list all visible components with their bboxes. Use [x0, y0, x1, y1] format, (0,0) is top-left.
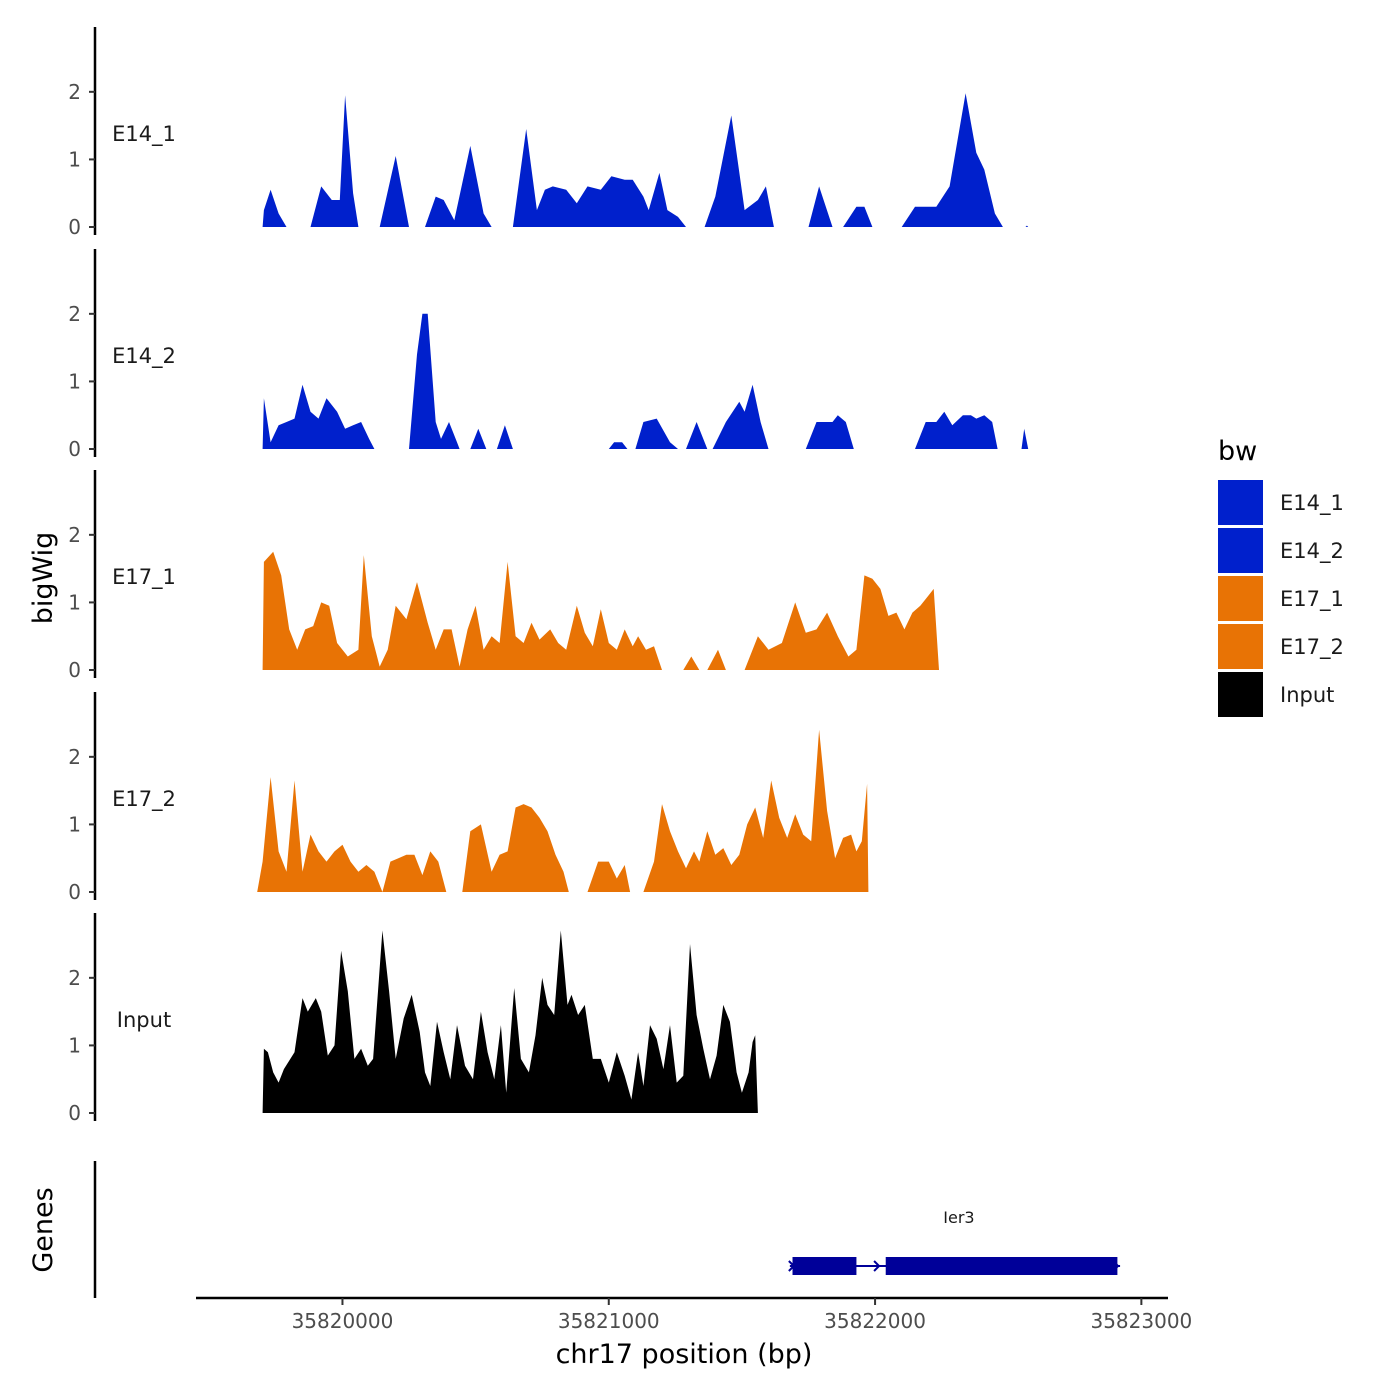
y-tick-label: 1 [68, 812, 81, 836]
coverage-area-e17_2 [257, 729, 869, 892]
track-input: 0 1 2 Input [68, 913, 758, 1125]
legend-swatch [1218, 576, 1263, 621]
strand-arrow [788, 1260, 796, 1272]
y-tick-label: 1 [68, 369, 81, 393]
legend-item-e17_1: E17_1 [1218, 576, 1344, 621]
gene-ier3: Ier3 [788, 1208, 1121, 1275]
legend: bw E14_1 E14_2 E17_1 E17_2 Input [1218, 436, 1344, 717]
x-tick-label: 35820000 [292, 1309, 394, 1333]
gene-track: Ier3 [93, 1161, 1121, 1298]
y-tick-label: 1 [68, 1033, 81, 1057]
y-tick-label: 2 [68, 80, 81, 104]
legend-item-input: Input [1218, 672, 1334, 717]
y-tick-label: 2 [68, 523, 81, 547]
track-e17_1: 0 1 2 E17_1 [68, 470, 940, 682]
y-tick-label: 0 [68, 1101, 81, 1125]
x-tick-label: 35822000 [824, 1309, 926, 1333]
y-tick-label: 2 [68, 966, 81, 990]
legend-item-e14_2: E14_2 [1218, 528, 1344, 573]
strand-arrow [1112, 1260, 1120, 1272]
x-tick-label: 35823000 [1090, 1309, 1192, 1333]
x-axis: 35820000 35821000 35822000 35823000 [196, 1296, 1192, 1333]
legend-swatch [1218, 480, 1263, 525]
legend-label: E17_2 [1280, 635, 1344, 660]
gene-label: Ier3 [943, 1208, 974, 1227]
coverage-area-e17_1 [262, 551, 940, 670]
track-label: Input [117, 1008, 171, 1032]
track-e17_2: 0 1 2 E17_2 [68, 692, 869, 904]
coverage-area-e14_2 [262, 313, 1029, 449]
track-e14_2: 0 1 2 E14_2 [68, 249, 1029, 461]
x-tick-label: 35821000 [558, 1309, 660, 1333]
y-tick-label: 0 [68, 215, 81, 239]
y-tick-label: 1 [68, 147, 81, 171]
y-tick-label: 0 [68, 658, 81, 682]
legend-swatch [1218, 672, 1263, 717]
legend-title: bw [1218, 436, 1257, 467]
y-tick-label: 2 [68, 745, 81, 769]
track-label: E14_2 [112, 344, 176, 369]
legend-item-e17_2: E17_2 [1218, 624, 1344, 669]
y-tick-label: 0 [68, 437, 81, 461]
legend-swatch [1218, 528, 1263, 573]
coverage-area-input [262, 930, 758, 1113]
legend-label: E14_2 [1280, 539, 1344, 564]
coverage-tracks: 0 1 2 E14_1 0 1 2 E14_2 0 1 2 E17_1 0 1 2 E17_2 0 1 2 Input [68, 27, 1029, 1125]
legend-label: Input [1280, 683, 1334, 707]
gene-exon [885, 1257, 1118, 1275]
legend-label: E17_1 [1280, 587, 1344, 612]
y-tick-label: 2 [68, 302, 81, 326]
gene-exon [792, 1257, 857, 1275]
track-e14_1: 0 1 2 E14_1 [68, 27, 1029, 239]
y-tick-label: 0 [68, 880, 81, 904]
y-axis-title-genes: Genes [28, 1187, 59, 1272]
coverage-area-e14_1 [262, 93, 1029, 227]
track-label: E17_2 [112, 787, 176, 812]
legend-swatch [1218, 624, 1263, 669]
track-label: E14_1 [112, 122, 176, 147]
y-axis-title-bigwig: bigWig [28, 532, 59, 625]
y-tick-label: 1 [68, 590, 81, 614]
legend-item-e14_1: E14_1 [1218, 480, 1344, 525]
x-axis-title: chr17 position (bp) [556, 1339, 813, 1370]
legend-label: E14_1 [1280, 491, 1344, 516]
strand-arrow [873, 1260, 881, 1272]
track-label: E17_1 [112, 565, 176, 590]
